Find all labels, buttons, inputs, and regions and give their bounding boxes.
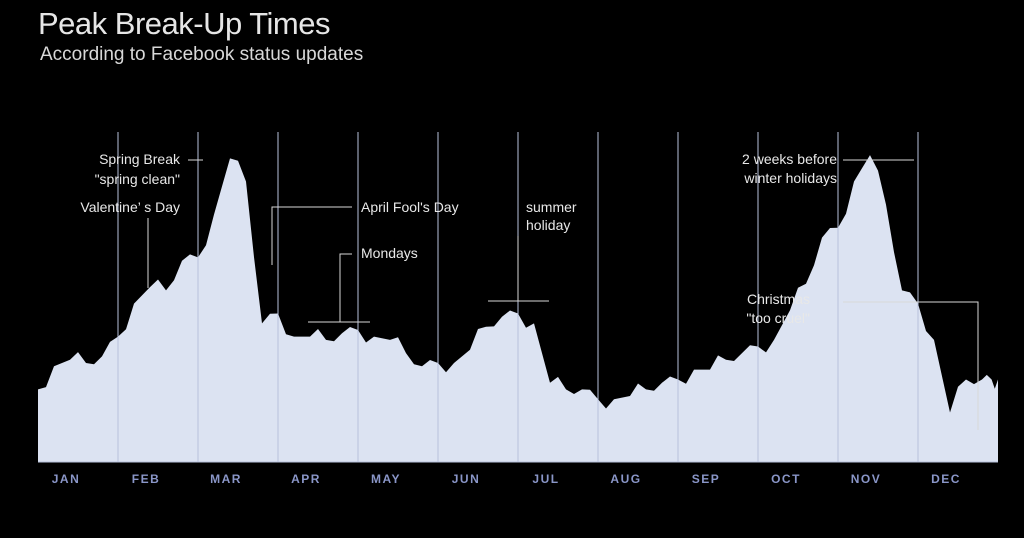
summer-label: summer <box>526 199 577 215</box>
month-label-jun: JUN <box>452 472 481 486</box>
winter-sublabel: winter holidays <box>743 170 837 186</box>
christmas-label: Christmas <box>747 291 810 307</box>
winter-label: 2 weeks before <box>742 151 837 167</box>
april-fools-leader <box>271 206 352 265</box>
month-label-jul: JUL <box>532 472 559 486</box>
april-fools-label: April Fool's Day <box>361 199 459 215</box>
month-label-oct: OCT <box>771 472 801 486</box>
month-label-may: MAY <box>371 472 401 486</box>
month-label-apr: APR <box>291 472 321 486</box>
chart-subtitle: According to Facebook status updates <box>40 44 364 65</box>
month-label-aug: AUG <box>610 472 641 486</box>
summer-sublabel: holiday <box>526 217 570 233</box>
christmas-leader <box>843 301 979 430</box>
christmas-sublabel: "too cruel" <box>746 310 810 326</box>
spring-break-sublabel: "spring clean" <box>95 171 180 187</box>
month-label-mar: MAR <box>210 472 242 486</box>
month-label-sep: SEP <box>692 472 721 486</box>
chart-title: Peak Break-Up Times <box>38 6 331 41</box>
valentines-label: Valentine’ s Day <box>80 199 180 215</box>
month-label-feb: FEB <box>132 472 161 486</box>
month-label-nov: NOV <box>851 472 882 486</box>
month-label-dec: DEC <box>931 472 961 486</box>
mondays-leader <box>308 253 370 323</box>
spring-break-label: Spring Break <box>99 151 181 167</box>
month-label-jan: JAN <box>52 472 81 486</box>
mondays-label: Mondays <box>361 245 418 261</box>
summer-leader <box>488 236 549 302</box>
